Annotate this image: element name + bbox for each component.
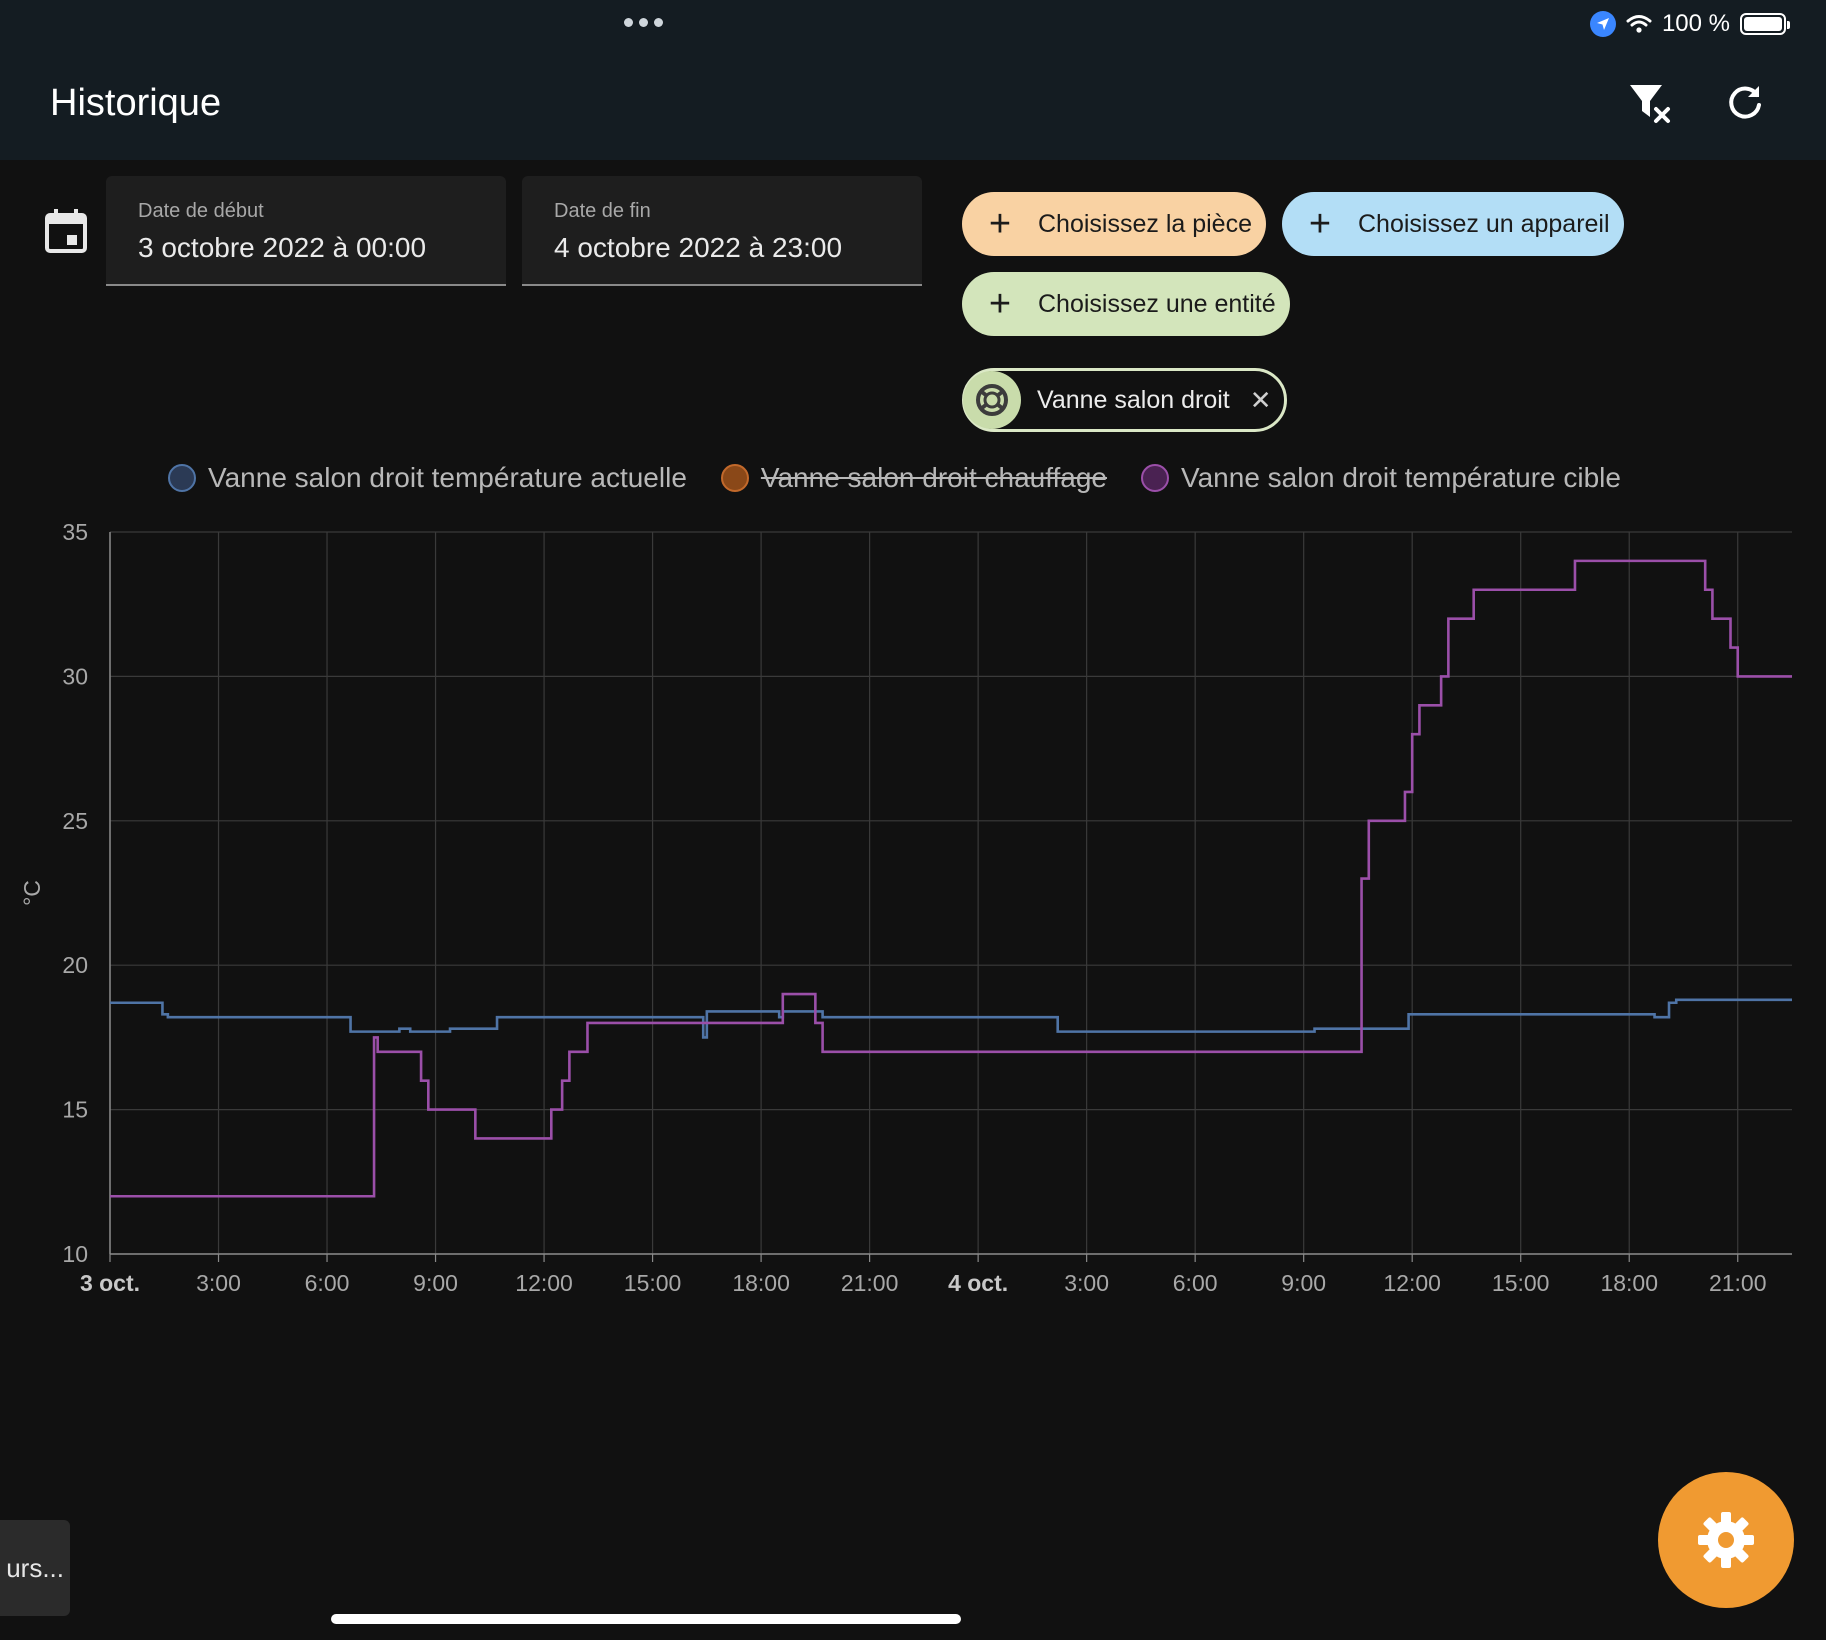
x-tick-label: 12:00 <box>515 1270 573 1296</box>
end-date-label: Date de fin <box>554 200 651 222</box>
plus-icon: + <box>988 203 1012 245</box>
x-tick-label: 3:00 <box>196 1270 241 1296</box>
y-tick-label: 15 <box>62 1097 88 1123</box>
series-line-0 <box>110 998 1792 1039</box>
x-tick-label: 21:00 <box>1709 1270 1767 1296</box>
location-icon <box>1589 11 1616 37</box>
selected-entity-name: Vanne salon droit <box>1037 385 1230 414</box>
app-bar: Historique <box>0 48 1826 160</box>
x-tick-label: 4 oct. <box>948 1270 1008 1296</box>
chart-legend: Vanne salon droit température actuelle V… <box>168 462 1655 494</box>
legend-swatch <box>720 464 749 492</box>
y-tick-label: 30 <box>62 663 88 689</box>
page-title: Historique <box>50 82 222 124</box>
selected-entity-chip[interactable]: Vanne salon droit ✕ <box>962 368 1287 432</box>
x-tick-label: 21:00 <box>841 1270 899 1296</box>
refresh-icon <box>1729 86 1761 119</box>
gear-icon <box>1698 1512 1754 1568</box>
legend-label: Vanne salon droit température cible <box>1181 462 1621 493</box>
multitask-dots-icon[interactable] <box>624 18 663 27</box>
x-tick-label: 18:00 <box>1600 1270 1658 1296</box>
x-tick-label: 15:00 <box>624 1270 682 1296</box>
start-date-label: Date de début <box>138 200 264 222</box>
y-axis-label: °C <box>19 880 45 906</box>
x-tick-label: 9:00 <box>1281 1270 1326 1296</box>
calendar-icon[interactable] <box>44 208 88 254</box>
x-tick-label: 6:00 <box>1173 1270 1218 1296</box>
legend-item-heating[interactable]: Vanne salon droit chauffage <box>720 462 1108 494</box>
end-date-field[interactable]: Date de fin 4 octobre 2022 à 23:00 <box>522 176 922 286</box>
history-chart[interactable]: 10 15 20 25 30 35 3 oct. 3:00 6:00 9:00 12:00 15:00… <box>0 500 1826 1320</box>
y-tick-label: 20 <box>62 952 88 978</box>
choose-entity-button[interactable]: + Choisissez une entité <box>962 272 1290 336</box>
x-tick-label: 3:00 <box>1064 1270 1109 1296</box>
battery-percentage: 100 % <box>1661 10 1730 37</box>
refresh-button[interactable] <box>1720 78 1770 128</box>
x-tick-label: 6:00 <box>305 1270 350 1296</box>
start-date-field[interactable]: Date de début 3 octobre 2022 à 00:00 <box>106 176 506 286</box>
plus-icon: + <box>1308 203 1332 245</box>
y-tick-label: 35 <box>62 519 88 545</box>
legend-label: Vanne salon droit température actuelle <box>208 462 687 493</box>
choose-device-label: Choisissez un appareil <box>1358 209 1610 238</box>
x-tick-label: 3 oct. <box>80 1270 140 1296</box>
status-bar: 100 % <box>0 0 1826 48</box>
filter-remove-icon <box>1630 85 1670 123</box>
x-tick-label: 15:00 <box>1492 1270 1550 1296</box>
choose-room-button[interactable]: + Choisissez la pièce <box>962 192 1266 256</box>
legend-item-actual[interactable]: Vanne salon droit température actuelle <box>168 462 687 494</box>
x-tick-label: 9:00 <box>413 1270 458 1296</box>
battery-icon <box>1740 13 1790 35</box>
start-date-value: 3 octobre 2022 à 00:00 <box>138 232 427 263</box>
home-indicator <box>331 1614 961 1624</box>
choose-entity-label: Choisissez une entité <box>1038 289 1276 318</box>
wifi-icon <box>1626 15 1652 33</box>
x-tick-label: 12:00 <box>1383 1270 1441 1296</box>
legend-label: Vanne salon droit chauffage <box>760 462 1108 493</box>
choose-room-label: Choisissez la pièce <box>1038 209 1252 238</box>
y-tick-label: 25 <box>62 808 88 834</box>
settings-fab[interactable] <box>1658 1472 1794 1608</box>
toast-message[interactable]: urs... <box>0 1520 70 1616</box>
choose-device-button[interactable]: + Choisissez un appareil <box>1282 192 1624 256</box>
legend-swatch <box>168 464 196 492</box>
valve-icon <box>963 371 1021 429</box>
series-line-2 <box>110 559 1792 1198</box>
clear-filter-button[interactable] <box>1626 78 1676 128</box>
plus-icon: + <box>988 283 1012 325</box>
legend-item-target[interactable]: Vanne salon droit température cible <box>1141 462 1621 494</box>
y-tick-label: 10 <box>62 1241 88 1267</box>
end-date-value: 4 octobre 2022 à 23:00 <box>554 232 843 263</box>
x-tick-label: 18:00 <box>732 1270 790 1296</box>
legend-swatch <box>1141 464 1170 492</box>
remove-entity-icon[interactable]: ✕ <box>1249 384 1272 415</box>
